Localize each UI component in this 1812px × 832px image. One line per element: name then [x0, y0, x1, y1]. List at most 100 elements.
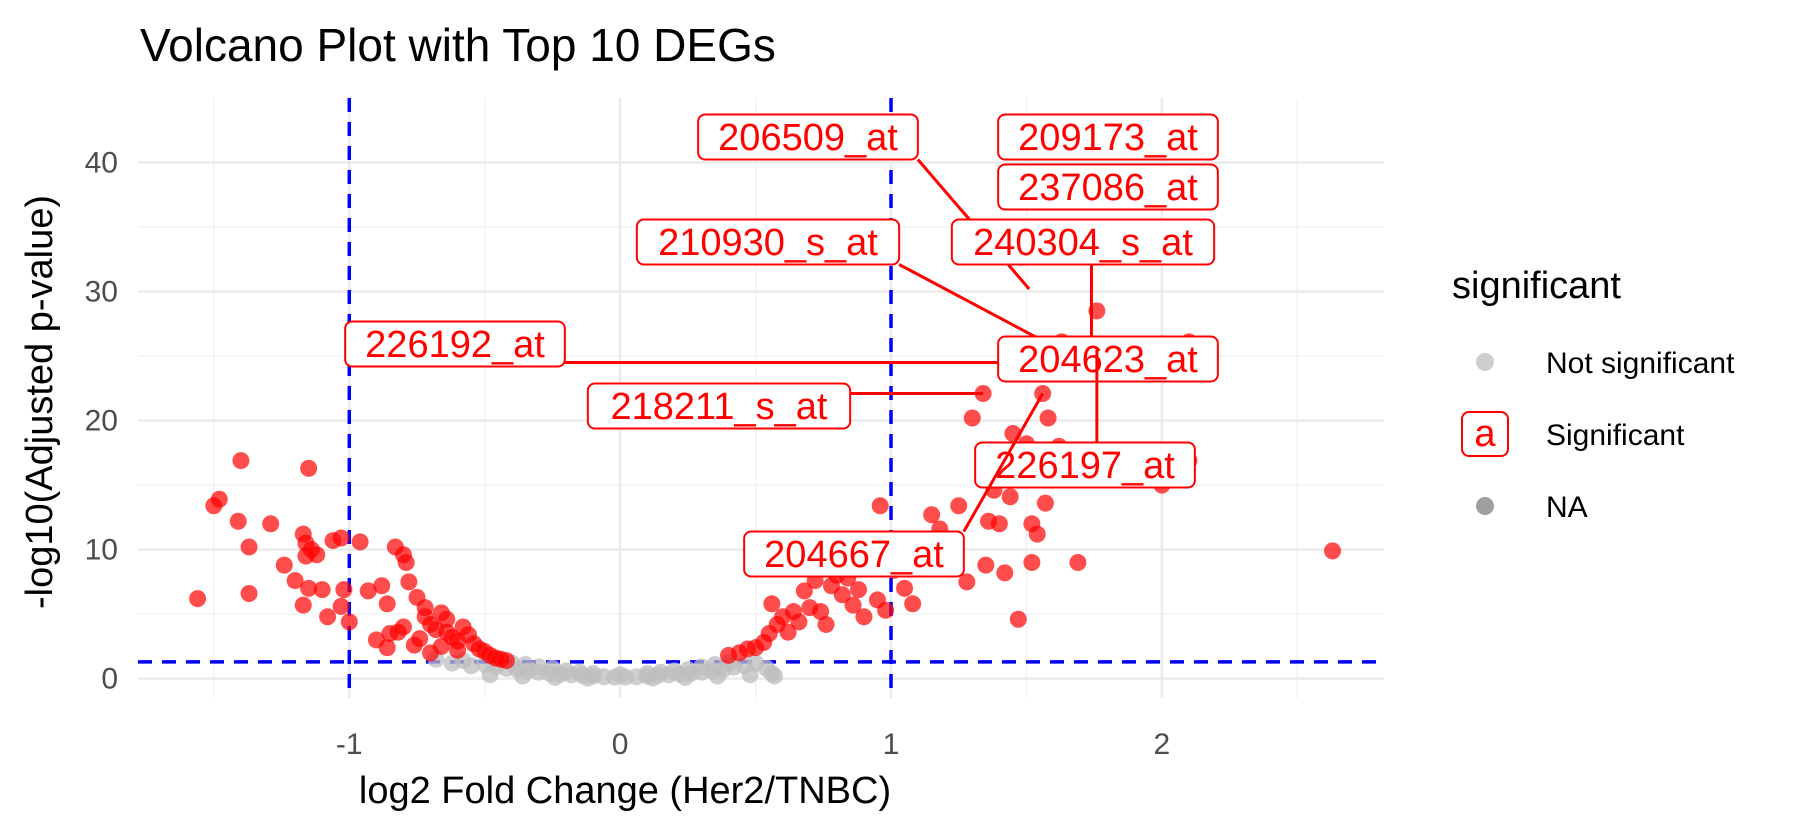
y-tick-label: 10	[85, 534, 118, 567]
callout-label: 206509_at	[718, 117, 898, 159]
callout-210930_s_at: 210930_s_at	[635, 218, 1066, 354]
x-tick-label: 2	[1154, 728, 1171, 761]
callout-label: 209173_at	[1018, 117, 1198, 159]
callout-label: 218211_s_at	[611, 386, 828, 428]
point-significant	[1069, 554, 1087, 572]
y-tick-label: 30	[85, 276, 118, 309]
point-not-significant	[530, 658, 548, 676]
point-not-significant	[676, 668, 694, 686]
point-significant	[438, 623, 456, 641]
callout-label: 210930_s_at	[658, 222, 878, 264]
callout-box	[974, 441, 1196, 489]
point-not-significant	[692, 658, 710, 676]
legend-label: Not significant	[1546, 347, 1735, 380]
point-significant	[763, 595, 781, 613]
point-not-significant	[546, 668, 564, 686]
x-axis-title: log2 Fold Change (Her2/TNBC)	[359, 770, 891, 812]
point-significant	[1009, 610, 1027, 628]
point-significant	[332, 529, 350, 547]
point-significant	[359, 582, 377, 600]
point-significant	[286, 572, 304, 590]
point-significant	[855, 608, 873, 626]
legend-entry: a Significant	[1461, 411, 1685, 457]
legend-point-swatch	[1476, 353, 1494, 371]
point-significant	[313, 581, 331, 599]
point-significant	[850, 581, 868, 599]
point-significant	[896, 579, 914, 597]
callout-label: 226197_at	[995, 445, 1175, 487]
point-significant	[300, 459, 318, 477]
point-not-significant	[611, 666, 629, 684]
point-significant	[300, 579, 318, 597]
point-not-significant	[741, 666, 759, 684]
point-not-significant	[579, 669, 597, 687]
gene-callouts: 206509_at 209173_at 237086_at 240304_s_at 21…	[344, 113, 1219, 578]
legend-label-swatch	[1461, 411, 1509, 457]
point-significant	[332, 597, 350, 615]
point-significant	[497, 652, 515, 670]
legend-point-swatch	[1476, 497, 1494, 515]
callout-box	[743, 530, 965, 578]
callout-218211_s_at: 218211_s_at	[586, 382, 984, 430]
point-significant	[812, 603, 830, 621]
x-tick-label: 1	[883, 728, 900, 761]
callout-label: 204667_at	[764, 534, 944, 576]
point-significant	[351, 533, 369, 551]
y-axis-title: -log10(Adjusted p-value)	[19, 195, 61, 609]
callout-box	[997, 113, 1219, 161]
callout-connector	[962, 392, 1045, 533]
callout-209173_at: 209173_at	[997, 113, 1219, 161]
point-significant	[232, 452, 250, 470]
point-significant	[871, 497, 889, 515]
point-not-significant	[709, 667, 727, 685]
chart-title: Volcano Plot with Top 10 DEGs	[140, 19, 776, 71]
point-significant	[449, 641, 467, 659]
y-tick-label: 0	[101, 663, 118, 696]
callout-label: 226192_at	[365, 324, 545, 366]
point-significant	[877, 601, 895, 619]
point-significant	[990, 515, 1008, 533]
point-significant	[904, 595, 922, 613]
point-not-significant	[462, 657, 480, 675]
point-significant	[389, 623, 407, 641]
point-significant	[308, 546, 326, 564]
point-significant	[262, 515, 280, 533]
y-tick-label: 40	[85, 147, 118, 180]
point-significant	[319, 608, 337, 626]
callout-box	[997, 163, 1219, 211]
legend-entries: Not significant a Significant NA	[1461, 347, 1735, 524]
point-significant	[335, 581, 353, 599]
point-significant	[240, 584, 258, 602]
point-significant	[275, 556, 293, 574]
point-not-significant	[481, 666, 499, 684]
callout-237086_at: 237086_at	[997, 163, 1219, 211]
callout-box	[950, 218, 1216, 266]
point-significant	[996, 564, 1014, 582]
point-significant	[1023, 554, 1041, 572]
point-significant	[1324, 542, 1342, 560]
callout-box	[635, 218, 901, 266]
callout-226192_at: 226192_at	[344, 320, 1016, 368]
point-significant	[958, 573, 976, 591]
point-significant	[405, 636, 423, 654]
point-significant	[1028, 525, 1046, 543]
point-significant	[977, 556, 995, 574]
point-significant	[373, 577, 391, 595]
callout-204623_at: 204623_at	[997, 335, 1219, 383]
legend-entry: NA	[1476, 491, 1588, 524]
point-not-significant	[766, 667, 784, 685]
legend-title: significant	[1452, 265, 1621, 307]
point-significant	[397, 554, 415, 572]
callout-box	[697, 113, 919, 161]
point-significant	[1039, 409, 1057, 427]
callout-label: 240304_s_at	[973, 222, 1193, 264]
callout-240304_s_at: 240304_s_at	[950, 218, 1216, 350]
point-significant	[817, 615, 835, 633]
callout-226197_at: 226197_at	[974, 349, 1196, 489]
point-significant	[400, 573, 418, 591]
point-significant	[229, 512, 247, 530]
point-significant	[844, 596, 862, 614]
legend-swatch-glyph: a	[1474, 413, 1496, 455]
y-tick-label: 20	[85, 405, 118, 438]
